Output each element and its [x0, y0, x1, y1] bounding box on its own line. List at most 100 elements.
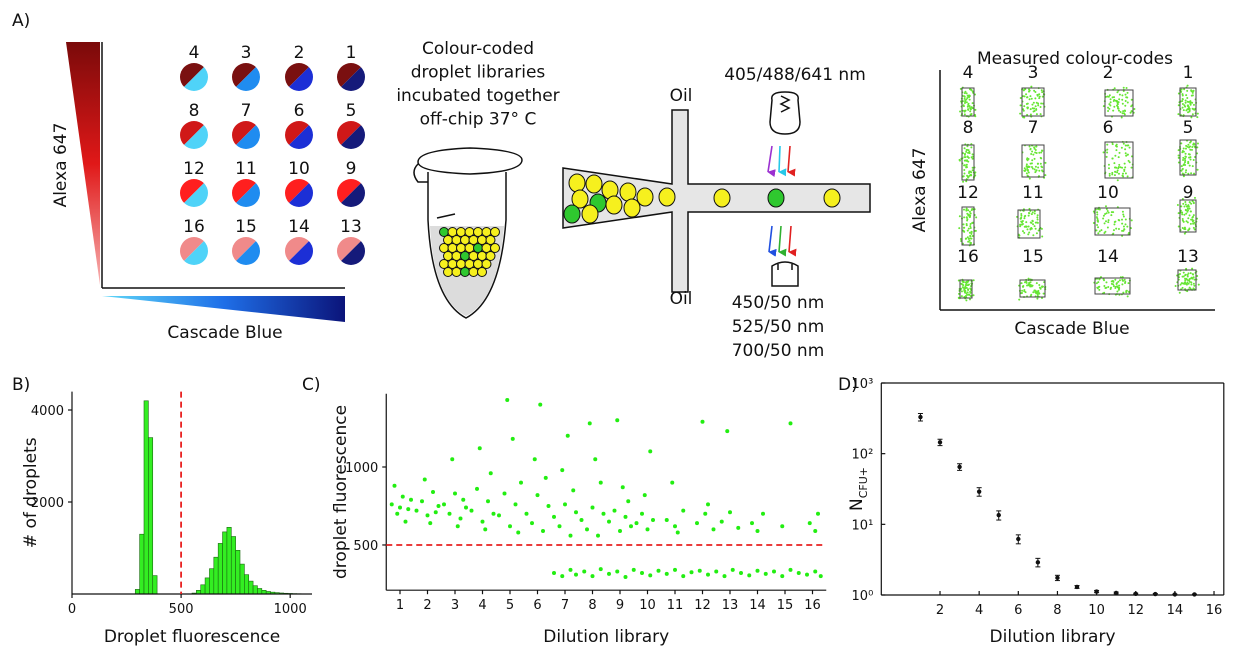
cloud-dot	[1189, 210, 1192, 213]
point	[422, 477, 427, 482]
cloud-dot	[971, 169, 974, 172]
cloud-dot	[968, 98, 971, 101]
x-tick-label: 500	[169, 602, 194, 617]
cloud-dot	[1038, 93, 1041, 96]
cloud-dot	[1123, 228, 1126, 231]
point	[681, 574, 686, 579]
cloud-dot	[1121, 98, 1124, 101]
point	[560, 468, 565, 473]
cloud-dot	[968, 239, 971, 242]
cloud-dot	[1117, 228, 1120, 231]
cloud-dot	[1126, 101, 1129, 104]
y-tick-label: 10¹	[852, 518, 874, 533]
cloud-dot	[1121, 210, 1124, 213]
cloud-dot	[1041, 170, 1044, 173]
cloud-dot	[1031, 150, 1034, 153]
cloud-dot	[1130, 155, 1133, 158]
cloud-dot	[1124, 166, 1127, 169]
x-tick-label: 6	[533, 598, 541, 613]
cloud-dot	[965, 216, 968, 219]
cloud-dot	[963, 164, 966, 167]
cloud-dot	[1127, 159, 1130, 162]
cloud-dot	[1181, 219, 1184, 222]
point	[450, 457, 455, 462]
cloud-dot	[1106, 143, 1109, 146]
cloud-dot	[1092, 210, 1095, 213]
cloud-dot	[971, 107, 974, 110]
cloud-dot	[1023, 217, 1026, 220]
cloud-dot	[1183, 161, 1186, 164]
cloud-dot	[1022, 109, 1025, 112]
cloud-dot	[1029, 210, 1032, 213]
cloud-dot	[1109, 101, 1112, 104]
cloud-dot	[1037, 166, 1040, 169]
cloud-dot	[1042, 292, 1045, 295]
point	[442, 502, 446, 507]
library-label: 1	[346, 43, 357, 63]
cloud-dot	[965, 92, 968, 95]
point	[629, 524, 633, 529]
point	[818, 574, 823, 579]
light-source	[769, 91, 801, 135]
cloud-dot	[967, 237, 970, 240]
cloud-dot	[963, 169, 966, 172]
cloud-dot	[1124, 144, 1127, 147]
cloud-dot	[1107, 285, 1110, 288]
cloud-dot	[1121, 172, 1124, 175]
point	[730, 567, 735, 572]
incubation-text: off-chip 37° C	[420, 110, 537, 130]
cloud-dot	[975, 216, 978, 219]
cloud-dot	[967, 160, 970, 163]
cloud-dot	[1185, 212, 1188, 215]
cloud-dot	[970, 237, 973, 240]
cloud-dot	[971, 157, 974, 160]
cloud-dot	[1181, 275, 1184, 278]
cloud-dot	[963, 208, 966, 211]
cloud-dot	[1125, 290, 1128, 293]
cloud-dot	[1121, 278, 1124, 281]
cloud-dot	[1044, 174, 1047, 177]
point	[697, 568, 702, 573]
point	[530, 521, 534, 526]
point	[409, 497, 413, 502]
cloud-dot	[957, 297, 960, 300]
cloud-dot	[1028, 281, 1031, 284]
gate	[1179, 139, 1197, 176]
cloud-dot	[1182, 147, 1185, 150]
cloud-dot	[967, 176, 970, 179]
y-tick-label: 10²	[852, 448, 874, 463]
cloud-dot	[1024, 291, 1027, 294]
cloud-dot	[1181, 227, 1184, 230]
point	[1055, 575, 1060, 581]
hist-bar	[217, 543, 223, 595]
cloud-dot	[968, 105, 971, 108]
cloud-dot	[1032, 291, 1035, 294]
panel-label: D)	[838, 375, 858, 395]
cloud-dot	[1113, 223, 1116, 226]
cloud-dot	[1183, 232, 1186, 235]
library-label: 8	[189, 101, 200, 121]
point	[761, 511, 765, 516]
cloud-dot	[971, 90, 974, 93]
cloud-dot	[1112, 100, 1115, 103]
library-label: 11	[235, 159, 257, 179]
cloud-dot	[1192, 282, 1195, 285]
cloud-dot	[1026, 228, 1029, 231]
cloud-dot	[1033, 146, 1036, 149]
cloud-dot	[1189, 100, 1192, 103]
point	[996, 512, 1001, 518]
point	[1192, 592, 1197, 597]
point	[461, 497, 466, 502]
cloud-dot	[1188, 280, 1191, 283]
cloud-dot	[965, 237, 968, 240]
cloud-dot	[1183, 157, 1186, 160]
cloud-dot	[1030, 97, 1033, 100]
cloud-dot	[1196, 142, 1199, 145]
cloud-dot	[1184, 155, 1187, 158]
droplet	[658, 187, 676, 207]
cloud-dot	[1026, 284, 1029, 287]
cloud-dot	[1114, 154, 1117, 157]
point	[918, 414, 923, 420]
cloud-dot	[1124, 93, 1127, 96]
cloud-dot	[970, 156, 973, 159]
